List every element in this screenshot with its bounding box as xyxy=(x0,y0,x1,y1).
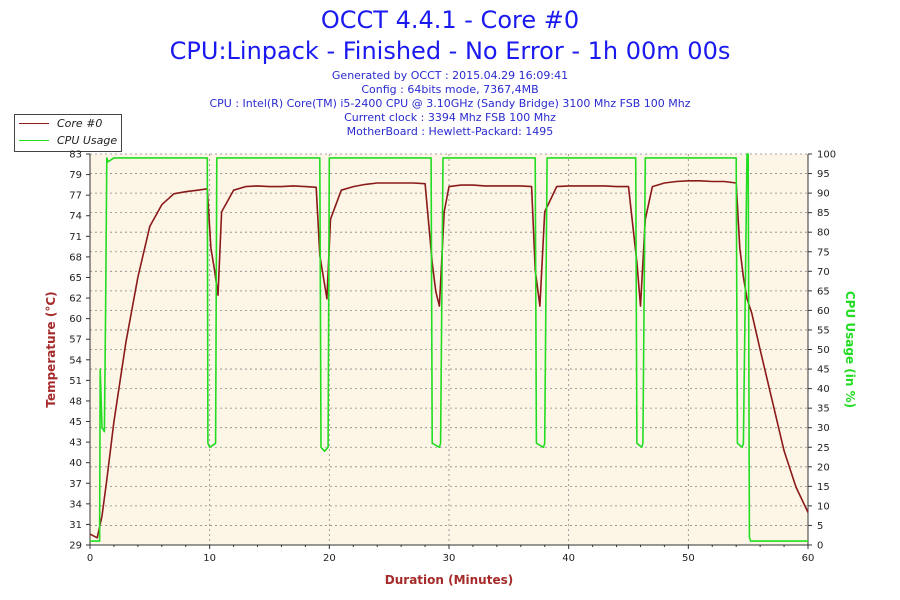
y-left-tick-label: 45 xyxy=(69,417,82,428)
y-left-tick-label: 51 xyxy=(69,376,82,387)
y-right-tick-label: 10 xyxy=(817,501,830,512)
y-right-tick-label: 65 xyxy=(817,286,830,297)
x-tick-label: 60 xyxy=(802,553,815,564)
y-left-tick-label: 65 xyxy=(69,273,82,284)
y-left-tick-label: 48 xyxy=(69,396,82,407)
y-right-tick-label: 5 xyxy=(817,521,823,532)
info-motherboard: MotherBoard : Hewlett-Packard: 1495 xyxy=(346,125,554,138)
legend-swatch-cpu-usage xyxy=(19,140,49,141)
y-right-tick-label: 25 xyxy=(817,443,830,454)
info-config: Config : 64bits mode, 7367,4MB xyxy=(361,83,539,96)
info-cpu: CPU : Intel(R) Core(TM) i5-2400 CPU @ 3.… xyxy=(209,97,691,110)
y-right-tick-label: 70 xyxy=(817,267,830,278)
y-left-tick-label: 71 xyxy=(69,232,82,243)
y-right-tick-label: 30 xyxy=(817,423,830,434)
x-tick-label: 40 xyxy=(562,553,575,564)
y-right-tick-label: 15 xyxy=(817,482,830,493)
y-right-tick-label: 60 xyxy=(817,306,830,317)
x-tick-label: 50 xyxy=(682,553,695,564)
info-generated: Generated by OCCT : 2015.04.29 16:09:41 xyxy=(331,69,569,82)
y-left-tick-label: 40 xyxy=(69,458,82,469)
y-right-tick-label: 0 xyxy=(817,541,823,552)
y-left-tick-label: 43 xyxy=(69,438,82,449)
info-clock: Current clock : 3394 Mhz FSB 100 Mhz xyxy=(344,111,556,124)
y-right-tick-label: 85 xyxy=(817,208,830,219)
y-left-tick-label: 37 xyxy=(69,479,82,490)
y-left-tick-label: 57 xyxy=(69,335,82,346)
y-right-tick-label: 100 xyxy=(817,150,836,161)
y-right-tick-label: 55 xyxy=(817,325,830,336)
x-tick-label: 10 xyxy=(203,553,216,564)
legend-item-cpu-usage: CPU Usage xyxy=(15,133,121,149)
y-left-tick-label: 54 xyxy=(69,355,82,366)
x-tick-label: 30 xyxy=(443,553,456,564)
y-left-tick-label: 77 xyxy=(69,191,82,202)
y-left-tick-label: 83 xyxy=(69,150,82,161)
chart-subtitle: CPU:Linpack - Finished - No Error - 1h 0… xyxy=(169,37,731,65)
x-tick-label: 0 xyxy=(87,553,93,564)
y-left-tick-label: 74 xyxy=(69,211,82,222)
y-left-tick-label: 62 xyxy=(69,294,82,305)
y-right-axis-label: CPU Usage (in %) xyxy=(843,291,857,408)
x-tick-label: 20 xyxy=(323,553,336,564)
y-left-tick-label: 68 xyxy=(69,252,82,263)
y-left-tick-label: 31 xyxy=(69,520,82,531)
y-left-tick-label: 29 xyxy=(69,541,82,552)
y-right-tick-label: 80 xyxy=(817,228,830,239)
x-axis-label: Duration (Minutes) xyxy=(385,573,513,587)
y-right-tick-label: 20 xyxy=(817,462,830,473)
y-left-tick-label: 79 xyxy=(69,170,82,181)
y-right-tick-label: 50 xyxy=(817,345,830,356)
series-line-cpu-usage xyxy=(90,153,808,542)
chart-title: OCCT 4.4.1 - Core #0 xyxy=(320,6,580,34)
legend-item-core0: Core #0 xyxy=(15,116,121,132)
legend-label-cpu-usage: CPU Usage xyxy=(57,134,118,147)
series-line-core0 xyxy=(89,180,809,539)
y-right-tick-label: 75 xyxy=(817,247,830,258)
y-left-tick-label: 34 xyxy=(69,499,82,510)
y-left-axis-label: Temperature (°C) xyxy=(44,291,58,407)
y-left-tick-label: 60 xyxy=(69,314,82,325)
y-right-tick-label: 40 xyxy=(817,384,830,395)
legend-label-core0: Core #0 xyxy=(57,117,103,130)
y-right-tick-label: 95 xyxy=(817,169,830,180)
legend-swatch-core0 xyxy=(19,123,49,124)
y-right-tick-label: 90 xyxy=(817,189,830,200)
y-right-tick-label: 45 xyxy=(817,365,830,376)
chart-legend: Core #0 CPU Usage xyxy=(14,114,122,152)
y-right-tick-label: 35 xyxy=(817,404,830,415)
